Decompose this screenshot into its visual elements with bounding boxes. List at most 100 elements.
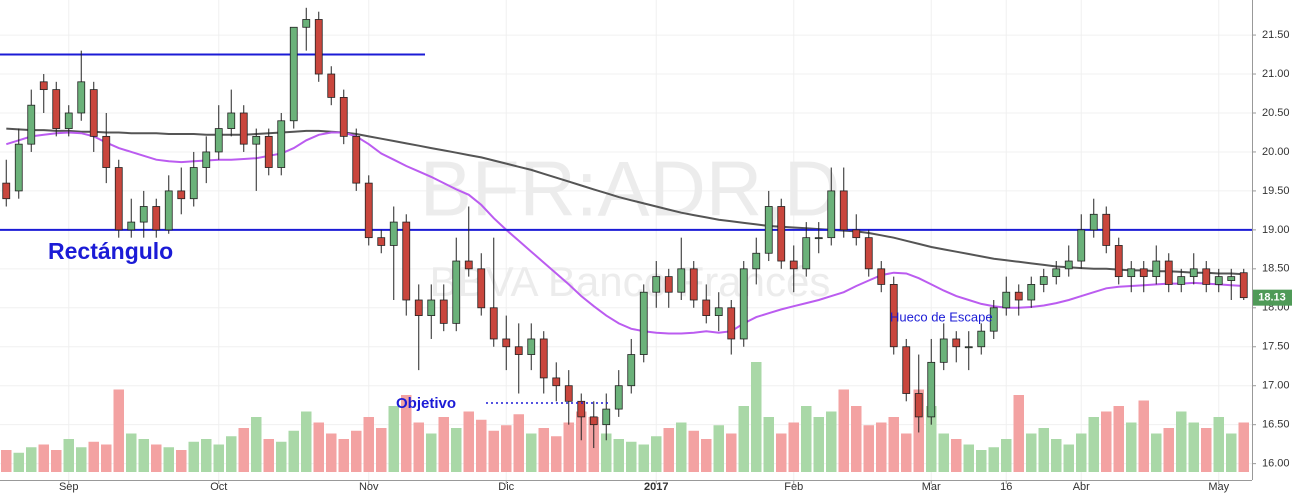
volume-bar: [151, 444, 162, 472]
axis-background: [1252, 0, 1292, 493]
volume-bar: [988, 447, 999, 472]
volume-bar: [963, 444, 974, 472]
candle-body: [102, 135, 111, 168]
candle-body: [302, 19, 311, 28]
volume-bar: [601, 433, 612, 472]
candle-body: [552, 377, 561, 387]
candle-body: [564, 385, 573, 402]
volume-bar: [576, 411, 587, 472]
x-tick-label: Feb: [784, 481, 803, 493]
volume-bar: [1238, 422, 1249, 472]
volume-bar: [938, 433, 949, 472]
candle-body: [627, 354, 636, 387]
candle-body: [452, 260, 461, 324]
volume-bar: [776, 433, 787, 472]
volume-bar: [663, 428, 674, 472]
candle-body: [914, 393, 923, 418]
volume-bar: [701, 439, 712, 472]
volume-bar: [1038, 428, 1049, 472]
volume-bar: [713, 425, 724, 472]
volume-bar: [526, 433, 537, 472]
candle-body: [77, 81, 86, 114]
volume-bar: [126, 433, 137, 472]
x-tick-label: Mar: [922, 481, 941, 493]
candle-body: [214, 128, 223, 153]
volume-bar: [38, 444, 49, 472]
last-price-box: [1253, 289, 1292, 306]
candle-body: [814, 237, 823, 240]
volume-bar: [751, 362, 762, 472]
volume-bar: [251, 417, 262, 472]
candle-body: [1214, 276, 1223, 285]
candle-body: [14, 143, 23, 192]
volume-bar: [738, 406, 749, 472]
moving-averages: [6, 127, 1244, 335]
volume-bar: [676, 422, 687, 472]
candle-body: [777, 206, 786, 262]
candle-body: [877, 268, 886, 285]
candle-body: [177, 190, 186, 200]
volume-bar: [338, 439, 349, 472]
last-price-label: 18.13: [1258, 292, 1286, 304]
candle-body: [989, 307, 998, 332]
volume-bar: [501, 425, 512, 472]
candle-body: [1227, 276, 1236, 281]
volume-bar: [451, 428, 462, 472]
candle-body: [727, 307, 736, 340]
candle-body: [252, 135, 261, 145]
candle-body: [952, 338, 961, 348]
volume-bar: [26, 447, 37, 472]
candle-body: [539, 338, 548, 379]
volume-bar: [538, 428, 549, 472]
y-tick-label: 20.50: [1262, 107, 1290, 119]
moving-average: [6, 127, 1244, 276]
volume-bar: [1063, 444, 1074, 472]
x-tick-label: Abr: [1073, 481, 1090, 493]
volume-bar: [63, 439, 74, 472]
candle-body: [1052, 268, 1061, 278]
y-tick-label: 16.50: [1262, 419, 1290, 431]
candle-body: [702, 299, 711, 316]
candle-body: [314, 19, 323, 75]
x-tick-label: Nov: [359, 481, 379, 493]
volume-bar: [113, 389, 124, 472]
candle-body: [477, 268, 486, 309]
volume-bar: [838, 389, 849, 472]
annotations: Rectángulo Objetivo Hueco de Escape: [48, 238, 993, 412]
volume-bar: [163, 447, 174, 472]
candle-body: [1114, 245, 1123, 278]
volume-bar: [1151, 433, 1162, 472]
volume-bar: [301, 411, 312, 472]
volume-bar: [213, 444, 224, 472]
volume-bar: [201, 439, 212, 472]
candle-body: [1177, 276, 1186, 285]
volume-bar: [1088, 417, 1099, 472]
volume-bar: [1076, 433, 1087, 472]
candle-body: [39, 81, 48, 91]
x-tick-label: Oct: [210, 481, 227, 493]
candle-body: [714, 307, 723, 316]
volume-bar: [1226, 433, 1237, 472]
candle-body: [1127, 268, 1136, 278]
candle-body: [189, 167, 198, 200]
levels: [0, 53, 1252, 231]
watermark-subtitle: BBVA Banco Francés: [430, 258, 831, 305]
candle-body: [264, 135, 273, 168]
volume-bar: [13, 452, 24, 472]
volume-bar: [763, 417, 774, 472]
candle-body: [1164, 260, 1173, 285]
candle-body: [889, 284, 898, 348]
candle-body: [827, 190, 836, 239]
volume-bar: [138, 439, 149, 472]
volume-bar: [463, 411, 474, 472]
volume-bar: [1, 450, 12, 472]
volume-bar: [1138, 400, 1149, 472]
volume-bar: [488, 430, 499, 472]
volume-bar: [1188, 422, 1199, 472]
annotation-gap: Hueco de Escape: [890, 309, 993, 324]
candle-body: [464, 260, 473, 270]
candle-body: [402, 221, 411, 301]
candle-body: [239, 112, 248, 145]
volume-bar: [1163, 428, 1174, 472]
